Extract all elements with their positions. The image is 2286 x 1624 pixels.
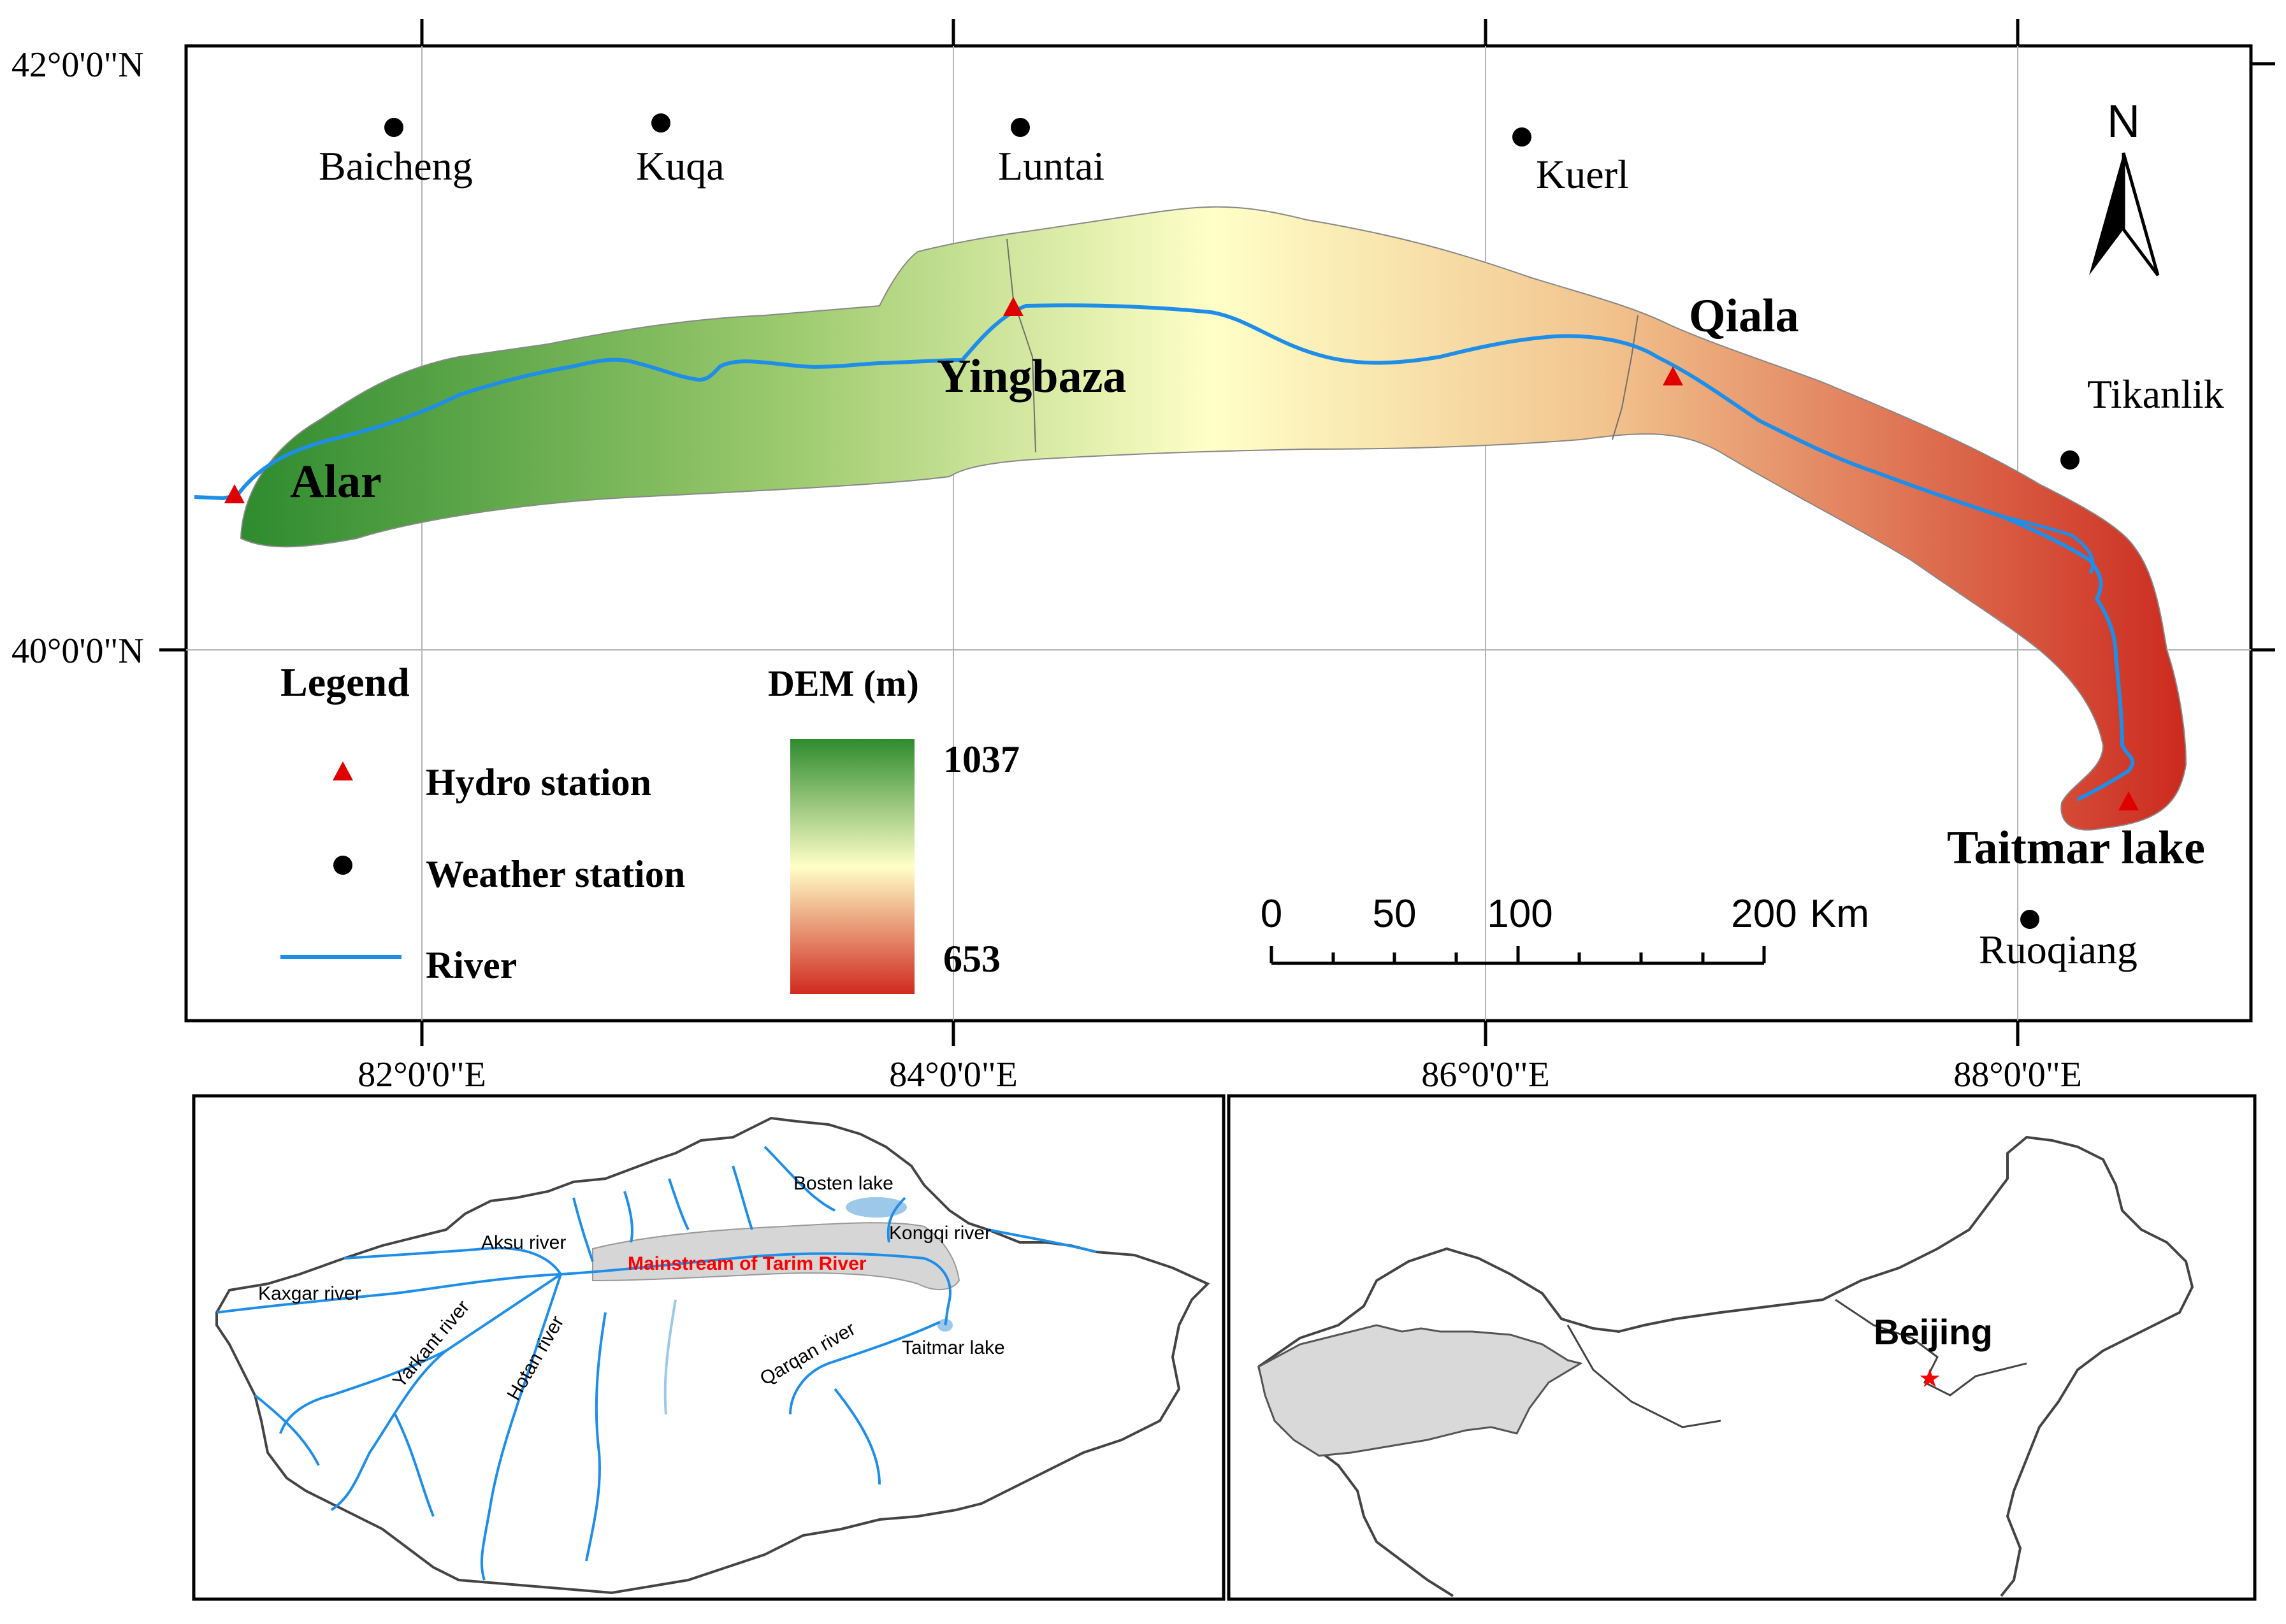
river-line (194, 303, 2135, 801)
legend-weather-label: Weather station (426, 853, 685, 895)
legend-river-label: River (426, 944, 517, 986)
lon-label-82: 82°0'0"E (358, 1055, 486, 1095)
label-qiala: Qiala (1689, 290, 1799, 342)
graticule (186, 46, 2251, 1021)
label-yingbaza: Yingbaza (937, 350, 1126, 403)
beijing-star-icon: ★ (1918, 1365, 1941, 1393)
scale-label-0: 0 (1261, 892, 1282, 936)
taitmar-lake-label: Taitmar lake (902, 1337, 1005, 1358)
label-ruoqiang: Ruoqiang (1979, 927, 2138, 972)
scale-label-100: 100 (1487, 892, 1552, 936)
legend-weather-icon (333, 856, 352, 875)
coordinate-labels: 42°0'0"N 40°0'0"N 82°0'0"E 84°0'0"E 86°0… (11, 45, 2082, 1095)
north-arrow-left-half (2089, 153, 2123, 275)
main-map: Alar Yingbaza Qiala Taitmar lake Baichen… (11, 19, 2275, 1095)
weather-marker-baicheng (384, 118, 403, 137)
legend-title: Legend (280, 659, 410, 705)
bosten-lake-label: Bosten lake (793, 1173, 893, 1194)
scale-label-50: 50 (1373, 892, 1417, 936)
weather-marker-kuerl (1512, 127, 1531, 147)
legend-hydro-label: Hydro station (426, 761, 651, 803)
lat-label-40: 40°0'0"N (11, 631, 144, 671)
mainstream-label: Mainstream of Tarim River (628, 1253, 867, 1274)
dem-max: 1037 (943, 738, 1020, 780)
label-alar: Alar (290, 456, 382, 508)
aksu-river-label: Aksu river (481, 1232, 566, 1253)
weather-marker-ruoqiang (2020, 910, 2039, 929)
dem-title: DEM (m) (768, 663, 919, 704)
label-baicheng: Baicheng (319, 143, 473, 189)
label-taitmar: Taitmar lake (1947, 822, 2205, 874)
frame-ticks (159, 19, 2275, 1046)
basin-rivers (216, 1146, 1097, 1581)
lon-label-88: 88°0'0"E (1953, 1055, 2082, 1095)
dem-gradient (790, 739, 915, 994)
china-outline (1257, 1135, 2194, 1597)
north-arrow-right-half (2122, 152, 2160, 277)
scale-bar: 0 50 100 200 Km (1261, 892, 1869, 965)
lon-label-84: 84°0'0"E (889, 1055, 1018, 1095)
lat-label-42: 42°0'0"N (11, 45, 144, 85)
hydro-marker-taitmar (2118, 791, 2139, 810)
scale-unit: Km (1810, 892, 1869, 936)
inset-basin: Kaxgar river Aksu river Yarkant river Ho… (192, 1094, 1226, 1601)
hydro-marker-qiala (1663, 366, 1683, 385)
label-luntai: Luntai (998, 143, 1104, 189)
hydro-station-markers (224, 297, 2139, 810)
inner-border (1566, 1298, 2027, 1428)
legend-hydro-icon (333, 761, 353, 780)
hydro-station-labels: Alar Yingbaza Qiala Taitmar lake (290, 290, 2205, 874)
dem-min: 653 (943, 938, 1001, 980)
north-arrow: N (2089, 96, 2160, 277)
legend: Legend Hydro station Weather station Riv… (280, 659, 685, 986)
label-kuqa: Kuqa (636, 143, 725, 189)
basin-outline (215, 1116, 1210, 1595)
weather-marker-luntai (1011, 118, 1030, 137)
bosten-lake-shape (846, 1197, 907, 1218)
beijing-label: Beijing (1874, 1312, 1993, 1352)
north-arrow-label: N (2107, 96, 2140, 147)
section-dividers (1006, 238, 1639, 453)
kongqi-river-label: Kongqi river (889, 1223, 991, 1244)
scale-label-200: 200 (1731, 892, 1797, 936)
label-tikanlik: Tikanlik (2087, 371, 2224, 417)
label-kuerl: Kuerl (1536, 152, 1629, 197)
dem-colorbar: DEM (m) 1037 653 (768, 663, 1020, 994)
xinjiang-highlight (1257, 1324, 1583, 1457)
weather-station-labels: Baicheng Kuqa Luntai Kuerl Tikanlik Ruoq… (319, 143, 2224, 972)
weather-marker-tikanlik (2060, 450, 2080, 470)
hydro-marker-yingbaza (1003, 297, 1024, 316)
hydro-marker-alar (224, 484, 245, 503)
kaxgar-river-label: Kaxgar river (258, 1283, 361, 1304)
inset-china: Beijing ★ (1227, 1094, 2257, 1601)
river-branch (2000, 514, 2095, 575)
lon-label-86: 86°0'0"E (1421, 1055, 1550, 1095)
scale-bar-ruler (1270, 946, 1766, 965)
weather-station-markers (384, 113, 2080, 929)
weather-marker-kuqa (651, 113, 670, 133)
